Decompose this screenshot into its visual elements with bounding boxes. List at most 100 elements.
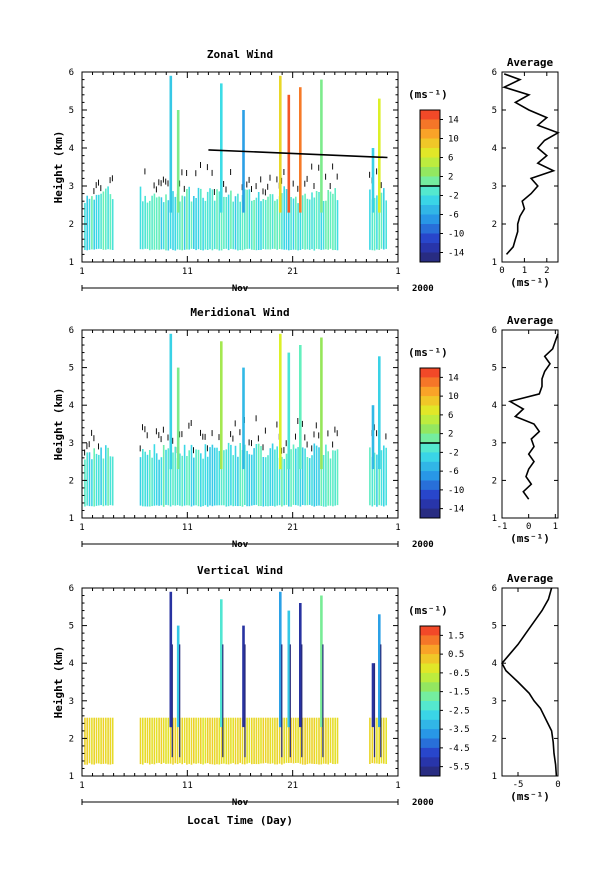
field-column <box>93 199 95 250</box>
contour-mark <box>160 180 162 187</box>
field-column <box>197 187 200 250</box>
field-column <box>218 450 221 506</box>
colorbar-band <box>420 433 440 444</box>
field-column <box>297 447 299 506</box>
field-column <box>155 717 158 764</box>
field-spike <box>176 625 180 728</box>
profile-y-tick-label: 5 <box>492 106 497 116</box>
colorbar-tick-label: -1.5 <box>448 688 470 698</box>
y-tick-label: 1 <box>69 772 74 782</box>
field-column <box>264 457 267 507</box>
field-column <box>255 197 258 251</box>
field-column <box>385 447 387 506</box>
field-column <box>322 717 325 764</box>
contour-mark <box>153 182 155 189</box>
contour-mark <box>385 433 387 440</box>
colorbar-band <box>420 672 440 683</box>
field-column <box>202 458 204 507</box>
contour-mark <box>260 176 262 183</box>
field-column <box>100 447 102 506</box>
contour-mark <box>218 434 220 441</box>
colorbar-band <box>420 480 440 491</box>
contour-mark <box>146 432 148 439</box>
field-column <box>234 196 237 250</box>
contour-mark <box>200 162 201 168</box>
x-tick-label: 1 <box>79 267 84 277</box>
contour-mark <box>155 186 157 193</box>
colorbar-unit: (ms⁻¹) <box>408 346 448 359</box>
contour-mark <box>93 435 95 442</box>
profile-y-tick-label: 6 <box>492 326 497 336</box>
profile-y-tick-label: 1 <box>492 258 497 268</box>
field-column <box>151 717 153 764</box>
field-column <box>234 445 237 506</box>
field-column <box>260 201 262 250</box>
contour-mark <box>285 440 287 447</box>
field-column <box>253 717 255 764</box>
field-column <box>246 717 248 764</box>
colorbar-band <box>420 499 440 510</box>
field-column <box>149 717 151 765</box>
contour-mark <box>86 443 88 450</box>
colorbar-tick-label: -14 <box>448 249 464 259</box>
contour-mark <box>195 170 197 177</box>
colorbar-band <box>420 243 440 253</box>
field-spike <box>299 345 302 470</box>
field-column <box>95 194 98 250</box>
field-column <box>315 191 318 249</box>
contour-mark <box>204 433 206 440</box>
colorbar-band <box>420 138 440 149</box>
field-column <box>213 200 216 250</box>
contour-mark <box>311 163 313 170</box>
field-column <box>376 454 378 507</box>
field-column <box>107 717 109 765</box>
contour-mark <box>283 447 285 454</box>
profile-x-tick-label: 0 <box>499 266 504 276</box>
profile-plot: Average 1 2 3 4 5 6 -5 0 (ms⁻¹) <box>492 572 561 803</box>
field-column <box>385 717 387 764</box>
field-spike <box>244 644 246 758</box>
field-column <box>93 448 95 507</box>
profile-x-label: (ms⁻¹) <box>510 790 550 803</box>
contour-mark <box>295 433 296 440</box>
field-column <box>160 457 163 506</box>
field-column <box>188 186 190 250</box>
field-column <box>290 449 292 507</box>
colorbar-band <box>420 626 440 636</box>
field-column <box>186 456 188 506</box>
field-column <box>383 188 385 250</box>
profile-x-tick-label: 0 <box>526 522 531 532</box>
colorbar-band <box>420 377 440 388</box>
field-column <box>155 453 158 506</box>
profile-y-tick-label: 3 <box>492 439 497 449</box>
y-tick-label: 5 <box>69 622 74 632</box>
field-column <box>158 459 160 506</box>
contour-mark <box>172 437 174 444</box>
field-column <box>167 717 170 764</box>
field-column <box>288 200 290 251</box>
field-column <box>315 717 318 765</box>
field-column <box>376 717 378 764</box>
field-column <box>227 442 230 507</box>
field-spike <box>378 98 381 213</box>
contour-mark <box>162 426 164 433</box>
contour-mark <box>376 168 378 175</box>
field-column <box>260 717 262 764</box>
y-tick-label: 5 <box>69 106 74 116</box>
x-tick-label: 1 <box>395 781 400 791</box>
field-column <box>244 189 246 250</box>
field-column <box>299 717 302 764</box>
field-column <box>373 452 376 506</box>
colorbar-unit: (ms⁻¹) <box>408 604 448 617</box>
field-column <box>248 189 251 249</box>
field-column <box>225 717 228 765</box>
year-label: 2000 <box>412 284 434 294</box>
y-tick-label: 6 <box>69 584 74 594</box>
field-column <box>329 191 332 249</box>
field-column <box>295 196 297 250</box>
field-column <box>237 193 239 251</box>
contour-mark <box>98 443 99 450</box>
contour-mark <box>213 189 215 195</box>
contour-mark <box>200 429 201 436</box>
contour-mark <box>327 430 329 437</box>
